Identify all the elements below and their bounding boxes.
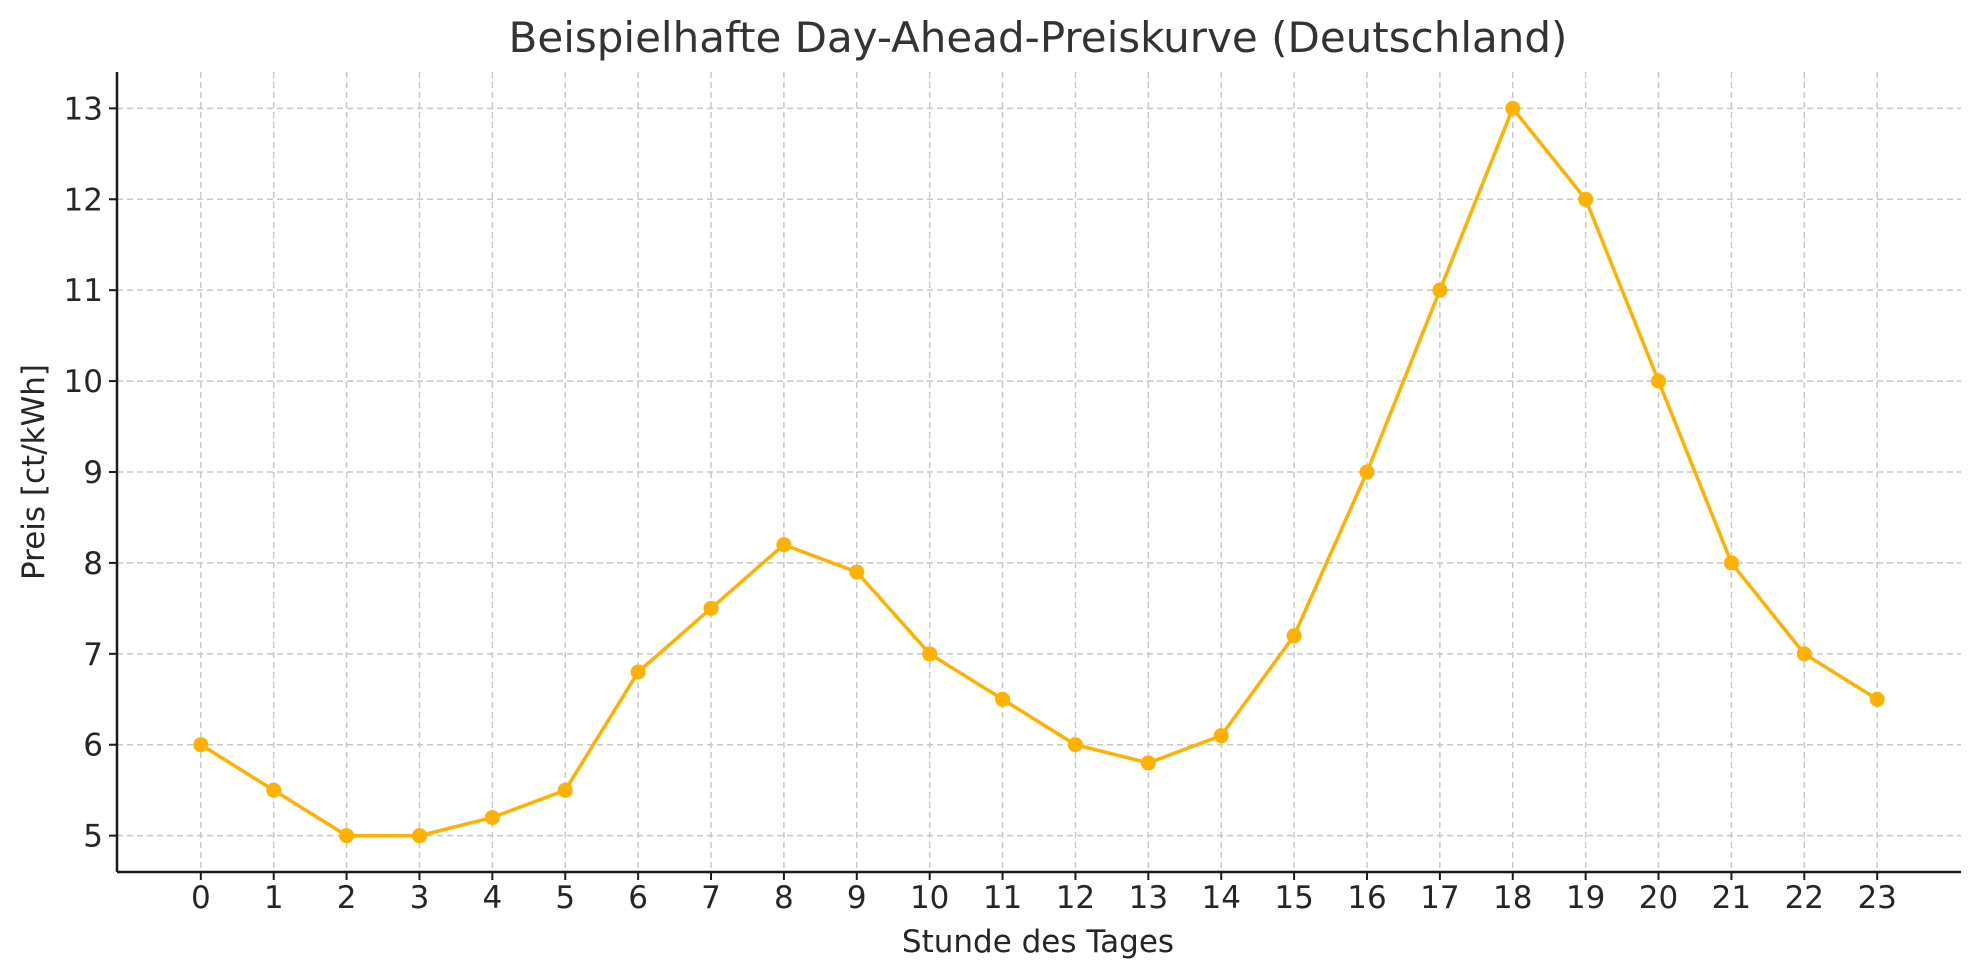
data-point-1: [266, 782, 282, 798]
x-axis-ticks: 0 1 2 3 4 5 6 7 8 9 10 11 12 13 14 15 16 17 18 19 20 21 22 23: [191, 872, 1897, 916]
data-point-14: [1213, 728, 1229, 744]
x-tick-label-22: 22: [1785, 880, 1824, 916]
data-point-3: [411, 828, 427, 844]
data-point-10: [922, 646, 938, 662]
x-tick-label-8: 8: [774, 880, 794, 916]
grid: [117, 72, 1961, 872]
data-point-6: [630, 664, 646, 680]
x-tick-label-12: 12: [1056, 880, 1095, 916]
x-tick-label-17: 17: [1420, 880, 1459, 916]
x-tick-label-14: 14: [1201, 880, 1240, 916]
data-point-2: [339, 828, 355, 844]
x-tick-label-11: 11: [983, 880, 1022, 916]
y-tick-label-6: 11: [64, 273, 103, 309]
data-point-23: [1869, 691, 1885, 707]
y-tick-label-7: 12: [64, 182, 103, 218]
x-tick-label-3: 3: [410, 880, 430, 916]
data-point-20: [1651, 373, 1667, 389]
data-point-8: [776, 537, 792, 553]
data-point-17: [1432, 282, 1448, 298]
y-tick-label-3: 8: [83, 546, 103, 582]
x-tick-label-4: 4: [482, 880, 502, 916]
x-tick-label-0: 0: [191, 880, 211, 916]
x-tick-label-20: 20: [1639, 880, 1678, 916]
x-tick-label-19: 19: [1566, 880, 1605, 916]
y-tick-label-8: 13: [64, 91, 103, 127]
y-tick-label-4: 9: [83, 455, 103, 491]
data-point-11: [995, 691, 1011, 707]
x-tick-label-1: 1: [264, 880, 284, 916]
series-group: [193, 100, 1885, 844]
y-axis-label: Preis [ct/kWh]: [16, 364, 52, 580]
data-point-5: [557, 782, 573, 798]
y-axis-ticks: 5 6 7 8 9 10 11 12 13: [64, 91, 117, 855]
x-tick-label-7: 7: [701, 880, 721, 916]
data-point-12: [1067, 737, 1083, 753]
data-point-18: [1505, 100, 1521, 116]
data-point-22: [1796, 646, 1812, 662]
y-tick-label-5: 10: [64, 364, 103, 400]
y-tick-label-1: 6: [83, 728, 103, 764]
x-tick-label-5: 5: [555, 880, 575, 916]
x-tick-label-10: 10: [910, 880, 949, 916]
data-point-4: [484, 809, 500, 825]
x-axis-label: Stunde des Tages: [902, 924, 1174, 960]
x-tick-label-23: 23: [1857, 880, 1896, 916]
data-point-21: [1723, 555, 1739, 571]
x-tick-label-21: 21: [1712, 880, 1751, 916]
x-tick-label-15: 15: [1274, 880, 1313, 916]
x-tick-label-2: 2: [337, 880, 357, 916]
y-tick-label-0: 5: [83, 819, 103, 855]
data-point-7: [703, 600, 719, 616]
x-tick-label-9: 9: [847, 880, 867, 916]
x-tick-label-18: 18: [1493, 880, 1532, 916]
data-point-19: [1578, 191, 1594, 207]
series-line-0: [199, 106, 1879, 838]
x-tick-label-13: 13: [1129, 880, 1168, 916]
data-point-9: [849, 564, 865, 580]
data-point-15: [1286, 628, 1302, 644]
x-tick-label-16: 16: [1347, 880, 1386, 916]
data-point-0: [193, 737, 209, 753]
data-point-13: [1140, 755, 1156, 771]
chart-title: Beispielhafte Day-Ahead-Preiskurve (Deut…: [509, 13, 1568, 62]
y-tick-label-2: 7: [83, 637, 103, 673]
data-point-16: [1359, 464, 1375, 480]
x-tick-label-6: 6: [628, 880, 648, 916]
